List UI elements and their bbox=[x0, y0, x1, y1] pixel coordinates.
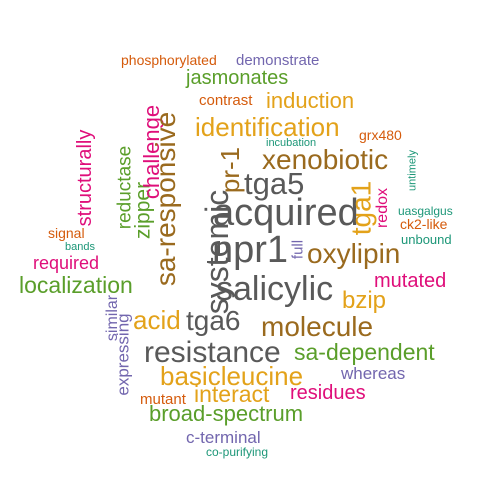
word-induction: induction bbox=[266, 88, 355, 113]
word-broad-spectrum: broad-spectrum bbox=[149, 401, 304, 426]
word-xenobiotic: xenobiotic bbox=[262, 144, 389, 175]
word-contrast: contrast bbox=[199, 92, 253, 109]
word-resistance: resistance bbox=[144, 336, 281, 369]
word-structurally: structurally bbox=[74, 129, 96, 227]
word-c-terminal: c-terminal bbox=[186, 428, 261, 447]
word-signal: signal bbox=[48, 225, 85, 241]
word-mutated: mutated bbox=[374, 270, 447, 292]
word-co-purifying: co-purifying bbox=[206, 445, 269, 459]
word-identification: identification bbox=[195, 112, 340, 142]
word-bzip: bzip bbox=[342, 287, 387, 314]
word-residues: residues bbox=[290, 382, 366, 404]
word-required: required bbox=[33, 253, 100, 273]
word-phosphorylated: phosphorylated bbox=[121, 52, 217, 68]
word-interact: interact bbox=[194, 381, 270, 407]
word-acid: acid bbox=[133, 305, 181, 335]
word-localization: localization bbox=[19, 272, 133, 298]
word-npr1: npr1 bbox=[212, 229, 289, 271]
word-jasmonates: jasmonates bbox=[186, 67, 289, 89]
word-acquired: acquired bbox=[213, 192, 359, 234]
word-unbound: unbound bbox=[401, 232, 452, 247]
word-uasgalgus: uasgalgus bbox=[398, 204, 453, 218]
word-full: full bbox=[289, 239, 307, 260]
word-pr-1: pr-1 bbox=[215, 146, 245, 194]
word-sa-responsive: sa-responsive bbox=[150, 111, 181, 287]
word-ck2-like: ck2-like bbox=[400, 216, 448, 232]
word-demonstrate: demonstrate bbox=[236, 52, 320, 69]
word-salicylic: salicylic bbox=[216, 270, 334, 308]
word-expressing: expressing bbox=[113, 313, 133, 396]
word-tga1: tga1 bbox=[345, 180, 377, 236]
word-grx480: grx480 bbox=[359, 127, 402, 143]
word-bands: bands bbox=[65, 241, 95, 253]
word-incubation: incubation bbox=[266, 137, 317, 149]
word-tga6: tga6 bbox=[186, 305, 241, 336]
word-mutant: mutant bbox=[140, 391, 186, 408]
word-untimely: untimely bbox=[406, 150, 419, 191]
word-basicleucine: basicleucine bbox=[160, 361, 304, 391]
word-tga5: tga5 bbox=[244, 166, 305, 201]
word-oxylipin: oxylipin bbox=[307, 238, 401, 269]
word-whereas: whereas bbox=[341, 364, 406, 383]
word-sa-dependent: sa-dependent bbox=[294, 339, 435, 365]
word-molecule: molecule bbox=[261, 311, 374, 342]
word-redox: redox bbox=[374, 187, 391, 229]
